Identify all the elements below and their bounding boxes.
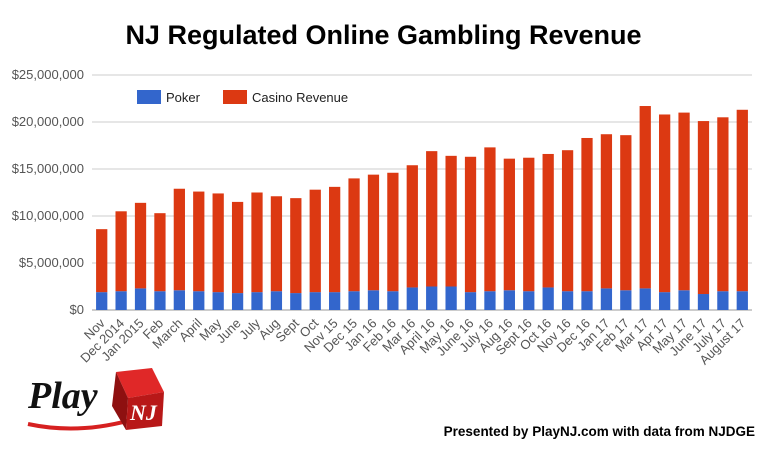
bar-poker: [115, 291, 126, 310]
playnj-logo: Play NJ: [24, 366, 174, 441]
bar-casino: [193, 192, 204, 292]
bar-casino: [387, 173, 398, 291]
bar-casino: [504, 159, 515, 291]
bar-poker: [484, 291, 495, 310]
bar-poker: [698, 294, 709, 310]
logo-nj-text: NJ: [129, 400, 158, 425]
y-tick-label: $0: [70, 302, 84, 317]
y-tick-label: $25,000,000: [12, 67, 84, 82]
bar-casino: [310, 190, 321, 292]
bar-casino: [329, 187, 340, 292]
bar-poker: [310, 292, 321, 310]
bar-casino: [659, 114, 670, 292]
bar-casino: [737, 110, 748, 291]
bar-poker: [640, 288, 651, 310]
bar-poker: [387, 291, 398, 310]
bar-casino: [601, 134, 612, 288]
bar-poker: [543, 287, 554, 310]
bar-casino: [678, 113, 689, 291]
bar-poker: [329, 292, 340, 310]
bar-poker: [232, 293, 243, 310]
legend: Poker Casino Revenue: [137, 90, 348, 105]
bar-casino: [407, 165, 418, 287]
bar-poker: [737, 291, 748, 310]
bar-casino: [271, 196, 282, 291]
bar-poker: [678, 290, 689, 310]
bar-poker: [193, 291, 204, 310]
bar-casino: [174, 189, 185, 291]
bar-poker: [523, 291, 534, 310]
bar-poker: [96, 292, 107, 310]
y-tick-label: $10,000,000: [12, 208, 84, 223]
bar-casino: [115, 211, 126, 291]
bar-poker: [465, 292, 476, 310]
bar-poker: [348, 291, 359, 310]
y-tick-label: $20,000,000: [12, 114, 84, 129]
credit-text: Presented by PlayNJ.com with data from N…: [444, 424, 755, 439]
y-tick-label: $5,000,000: [19, 255, 84, 270]
bar-casino: [717, 117, 728, 291]
bar-poker: [562, 291, 573, 310]
bar-casino: [232, 202, 243, 293]
bar-casino: [154, 213, 165, 291]
bar-casino: [213, 193, 224, 292]
bar-poker: [504, 290, 515, 310]
bar-casino: [251, 193, 262, 293]
bar-poker: [620, 290, 631, 310]
bar-casino: [96, 229, 107, 292]
bar-poker: [407, 287, 418, 310]
bar-poker: [135, 288, 146, 310]
logo-graphic: Play NJ: [24, 366, 174, 436]
bar-poker: [174, 290, 185, 310]
bar-poker: [271, 291, 282, 310]
logo-play-text: Play: [27, 375, 98, 417]
y-tick-label: $15,000,000: [12, 161, 84, 176]
logo-dice-icon: NJ: [112, 368, 164, 430]
bar-poker: [581, 291, 592, 310]
bar-casino: [368, 175, 379, 291]
bar-casino: [290, 198, 301, 293]
bar-casino: [426, 151, 437, 286]
bar-casino: [562, 150, 573, 291]
bar-poker: [290, 293, 301, 310]
bar-casino: [620, 135, 631, 290]
bar-poker: [445, 287, 456, 311]
bar-casino: [484, 147, 495, 291]
legend-swatch-casino: [223, 90, 247, 104]
bar-casino: [640, 106, 651, 288]
bar-casino: [523, 158, 534, 291]
bar-poker: [251, 292, 262, 310]
bar-casino: [581, 138, 592, 291]
bar-casino: [348, 178, 359, 291]
bar-poker: [213, 292, 224, 310]
bar-poker: [659, 292, 670, 310]
legend-swatch-poker: [137, 90, 161, 104]
bar-casino: [465, 157, 476, 292]
legend-label-casino: Casino Revenue: [252, 90, 348, 105]
bar-casino: [135, 203, 146, 289]
bar-casino: [543, 154, 554, 287]
bar-poker: [717, 291, 728, 310]
bar-poker: [601, 288, 612, 310]
bar-poker: [368, 290, 379, 310]
legend-label-poker: Poker: [166, 90, 201, 105]
bar-casino: [445, 156, 456, 287]
bar-poker: [426, 287, 437, 311]
bar-poker: [154, 291, 165, 310]
bar-casino: [698, 121, 709, 294]
chart-title: NJ Regulated Online Gambling Revenue: [0, 20, 767, 51]
